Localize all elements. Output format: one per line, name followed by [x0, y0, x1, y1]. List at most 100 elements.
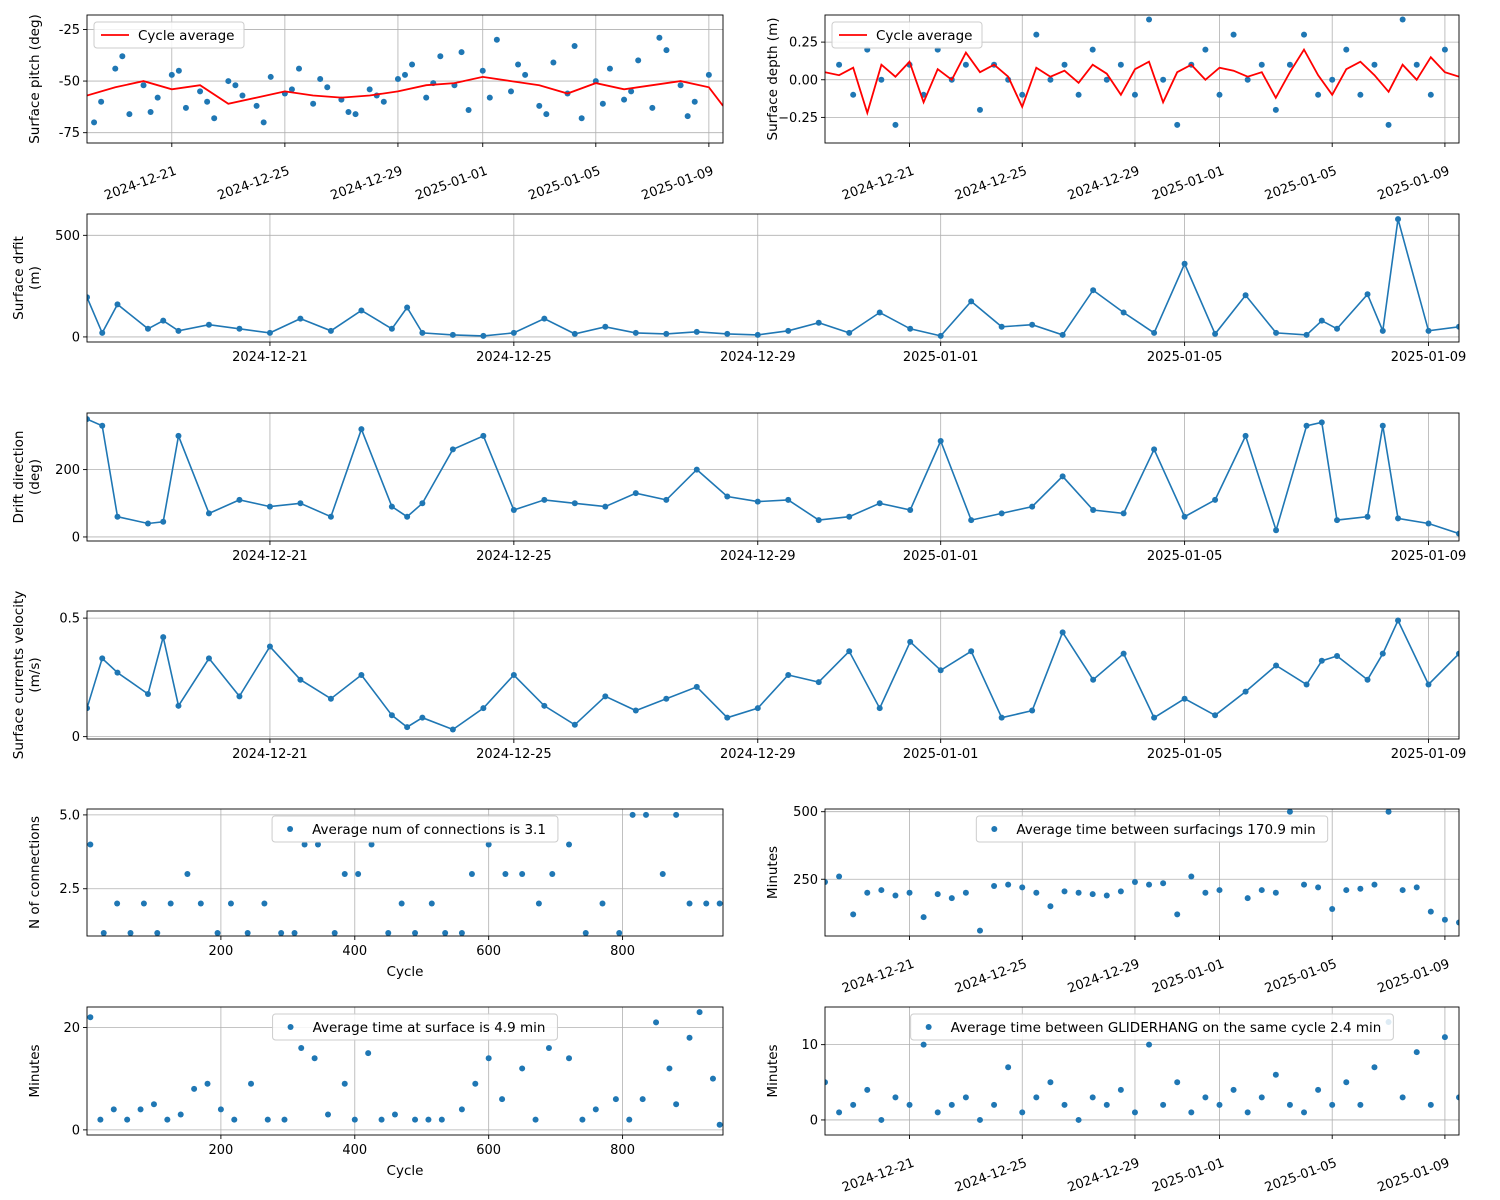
cycle-average-line: [87, 75, 723, 107]
data-point: [236, 496, 243, 503]
data-point: [1160, 1101, 1167, 1108]
data-point: [458, 1106, 465, 1113]
data-point: [402, 71, 408, 78]
y-tick-label: 0: [72, 330, 80, 345]
data-point: [864, 889, 871, 896]
data-point: [423, 94, 430, 101]
data-point: [968, 648, 975, 655]
data-point: [114, 900, 121, 907]
data-point: [99, 422, 106, 429]
data-point: [1273, 662, 1280, 669]
data-point: [1258, 887, 1265, 894]
x-tick-label: 2025-01-05: [1147, 549, 1223, 564]
data-point: [1258, 1094, 1265, 1101]
data-point: [656, 34, 663, 41]
data-point: [962, 61, 969, 68]
x-tick-label: 2025-01-09: [1376, 164, 1452, 204]
data-point: [147, 109, 154, 116]
data-point: [264, 1116, 271, 1123]
data-point: [1315, 91, 1322, 98]
data-point: [629, 811, 636, 818]
legend-label: Average time between GLIDERHANG on the s…: [951, 1020, 1382, 1036]
data-point: [599, 900, 606, 907]
legend-marker: [287, 826, 294, 832]
data-point: [1117, 888, 1124, 895]
data-point: [663, 47, 670, 54]
data-point: [815, 679, 822, 686]
data-point: [1242, 688, 1249, 695]
y-tick-label: 20: [63, 1021, 80, 1036]
data-point: [1120, 309, 1127, 316]
data-point: [327, 513, 334, 520]
data-point: [612, 1096, 619, 1103]
data-point: [686, 900, 693, 907]
data-point: [878, 1116, 885, 1123]
x-tick-label: 2024-12-25: [953, 1156, 1029, 1196]
x-tick-label: 2024-12-21: [840, 1156, 916, 1196]
legend-box: [272, 1013, 558, 1041]
data-point: [345, 109, 352, 116]
data-point: [160, 634, 167, 641]
axes-frame: [824, 1006, 1460, 1136]
data-point: [97, 1116, 104, 1123]
y-tick-label: -50: [59, 75, 80, 90]
x-tick-label: 2024-12-21: [232, 350, 308, 365]
data-point: [1160, 880, 1167, 887]
data-point: [626, 1116, 633, 1123]
data-point: [1151, 714, 1158, 721]
data-point: [878, 887, 885, 894]
data-point: [876, 705, 883, 712]
y-tick-label: 0: [72, 530, 80, 545]
data-point: [1188, 1109, 1195, 1116]
data-point: [876, 500, 883, 507]
data-point: [324, 84, 331, 91]
data-point: [684, 113, 691, 120]
data-point: [358, 672, 365, 678]
data-point: [628, 88, 635, 95]
data-point: [541, 315, 548, 322]
data-point: [365, 1050, 372, 1057]
data-point: [846, 329, 853, 336]
y-axis-label: N of connections: [27, 816, 43, 929]
data-point: [1230, 1086, 1237, 1093]
axes-frame: [86, 610, 1460, 740]
data-point: [191, 1085, 198, 1092]
data-point: [301, 841, 308, 848]
data-point: [468, 870, 475, 877]
x-tick-label: 2024-12-29: [1066, 1156, 1142, 1196]
x-tick-label: 2024-12-25: [476, 549, 552, 564]
gridlines: [87, 214, 1459, 342]
data-point: [1005, 1064, 1012, 1071]
data-point: [621, 96, 628, 103]
data-point: [144, 325, 151, 332]
data-point: [298, 1044, 305, 1051]
data-point: [197, 88, 204, 95]
data-point: [366, 86, 373, 93]
data-point: [480, 432, 487, 439]
x-tick-label: 2025-01-01: [903, 350, 979, 365]
data-point: [394, 76, 401, 82]
x-tick-label: 400: [342, 944, 367, 959]
data-point: [1334, 517, 1341, 524]
data-point: [1089, 46, 1096, 53]
data-point: [352, 111, 359, 118]
data-point: [815, 319, 822, 326]
data-point: [1258, 61, 1265, 68]
legend-label: Average time at surface is 4.9 min: [313, 1020, 546, 1036]
x-tick-label: 2024-12-25: [953, 957, 1029, 997]
x-tick-label: 2025-01-01: [1150, 957, 1226, 997]
data-point: [850, 91, 857, 98]
data-point: [1399, 16, 1406, 23]
data-point: [716, 1121, 723, 1128]
y-tick-label: 0: [72, 1123, 80, 1138]
data-point: [175, 702, 182, 709]
data-point: [112, 65, 119, 72]
y-axis-label: Surface currents velocity: [11, 591, 27, 760]
data-point: [404, 724, 411, 731]
data-point: [1413, 884, 1420, 891]
x-tick-label: 2024-12-25: [216, 164, 292, 204]
x-tick-label: 2024-12-25: [476, 747, 552, 762]
data-point: [499, 1096, 506, 1103]
data-point: [1425, 327, 1432, 334]
data-point: [1059, 473, 1066, 480]
